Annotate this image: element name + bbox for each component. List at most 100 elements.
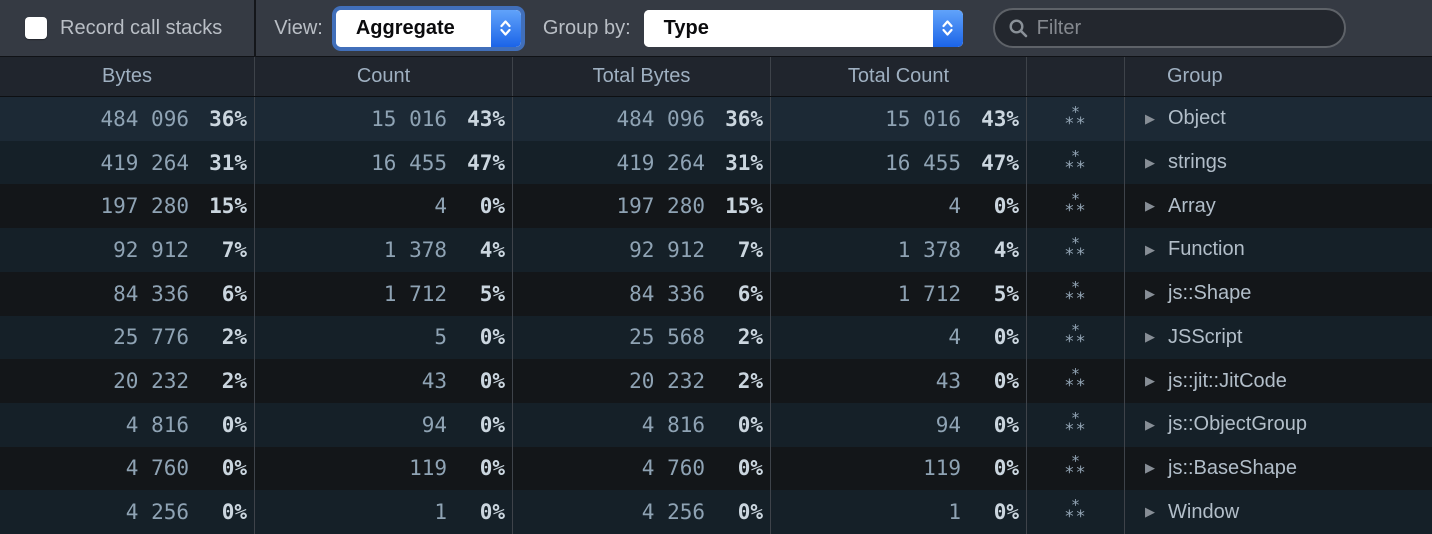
total-bytes-cell: 484 096 36% [513,97,771,141]
bytes-cell: 20 232 2% [0,359,255,403]
bytes-cell: 484 096 36% [0,97,255,141]
group-cell: ▶ Function [1145,238,1245,261]
total-bytes-cell: 419 264 31% [513,140,771,185]
bytes-cell: 25 776 2% [0,315,255,360]
bytes-cell: 4 256 0% [0,490,255,534]
column-header-icon[interactable] [1027,57,1125,96]
total-count-cell: 94 0% [771,402,1027,447]
table-row[interactable]: 20 232 2% 43 0% 20 232 2% 43 0% * ** ▶ js::j… [0,359,1432,403]
column-header-count[interactable]: Count [255,57,513,96]
up-down-chevrons-icon [490,9,521,47]
allocation-stacks-icon: * ** [1064,321,1087,353]
filter-box[interactable] [992,8,1346,48]
table-row[interactable]: 25 776 2% 5 0% 25 568 2% 4 0% * ** ▶ JSScrip… [0,315,1432,360]
toolbar-divider [254,0,257,57]
expand-arrow-icon[interactable]: ▶ [1145,198,1155,214]
total-count-cell: 15 016 43% [771,97,1027,141]
total-count-cell: 1 378 4% [771,228,1027,272]
total-bytes-cell: 92 912 7% [513,228,771,272]
icon-cell: * ** [1027,446,1125,491]
bytes-cell: 84 336 6% [0,271,255,316]
total-bytes-cell: 4 760 0% [513,446,771,491]
group-cell: ▶ js::BaseShape [1145,456,1297,479]
total-count-cell: 119 0% [771,446,1027,491]
count-cell: 94 0% [255,402,513,447]
table-row[interactable]: 4 256 0% 1 0% 4 256 0% 1 0% * ** ▶ Window [0,490,1432,534]
expand-arrow-icon[interactable]: ▶ [1145,373,1155,389]
table-row[interactable]: 419 264 31% 16 455 47% 419 264 31% 16 455 47… [0,140,1432,185]
count-cell: 1 712 5% [255,271,513,316]
allocation-stacks-icon: * ** [1064,233,1087,265]
table-row[interactable]: 92 912 7% 1 378 4% 92 912 7% 1 378 4% * ** ▶… [0,228,1432,272]
column-header-group[interactable]: Group [1167,65,1223,87]
bytes-cell: 197 280 15% [0,184,255,229]
allocation-stacks-icon: * ** [1064,365,1087,397]
total-bytes-cell: 4 816 0% [513,402,771,447]
group-cell: ▶ JSScript [1145,325,1243,348]
total-count-cell: 43 0% [771,359,1027,403]
icon-cell: * ** [1027,315,1125,360]
group-cell: ▶ js::Shape [1145,282,1252,305]
expand-arrow-icon[interactable]: ▶ [1145,110,1155,126]
column-header-total-bytes[interactable]: Total Bytes [513,57,771,96]
allocation-stacks-icon: * ** [1064,146,1087,178]
allocation-stacks-icon: * ** [1064,408,1087,440]
expand-arrow-icon[interactable]: ▶ [1145,329,1155,345]
table-row[interactable]: 484 096 36% 15 016 43% 484 096 36% 15 016 43… [0,97,1432,141]
column-header-total-count[interactable]: Total Count [771,57,1027,96]
group-cell: ▶ js::ObjectGroup [1145,413,1307,436]
icon-cell: * ** [1027,97,1125,141]
total-count-cell: 16 455 47% [771,140,1027,185]
allocation-stacks-icon: * ** [1064,190,1087,222]
expand-arrow-icon[interactable]: ▶ [1145,504,1155,520]
total-bytes-cell: 4 256 0% [513,490,771,534]
group-by-select[interactable]: Type [643,9,963,47]
group-cell: ▶ Object [1145,107,1226,130]
allocation-stacks-icon: * ** [1064,102,1087,134]
icon-cell: * ** [1027,271,1125,316]
total-bytes-cell: 197 280 15% [513,184,771,229]
count-cell: 16 455 47% [255,140,513,185]
table-row[interactable]: 4 760 0% 119 0% 4 760 0% 119 0% * ** ▶ js::B… [0,446,1432,491]
icon-cell: * ** [1027,490,1125,534]
expand-arrow-icon[interactable]: ▶ [1145,154,1155,170]
expand-arrow-icon[interactable]: ▶ [1145,241,1155,257]
record-call-stacks-checkbox[interactable] [25,17,47,39]
count-cell: 5 0% [255,315,513,360]
group-cell: ▶ Array [1145,194,1216,217]
bytes-cell: 4 760 0% [0,446,255,491]
table-row[interactable]: 197 280 15% 4 0% 197 280 15% 4 0% * ** ▶ Arr… [0,184,1432,229]
group-cell: ▶ strings [1145,151,1227,174]
group-by-select-value: Type [643,9,933,47]
table-header: Bytes Count Total Bytes Total Count Grou… [0,57,1432,97]
count-cell: 1 0% [255,490,513,534]
total-bytes-cell: 25 568 2% [513,315,771,360]
expand-arrow-icon[interactable]: ▶ [1145,416,1155,432]
group-by-label: Group by: [542,16,631,39]
count-cell: 4 0% [255,184,513,229]
record-call-stacks-label: Record call stacks [60,16,223,39]
bytes-cell: 419 264 31% [0,140,255,185]
expand-arrow-icon[interactable]: ▶ [1145,285,1155,301]
icon-cell: * ** [1027,402,1125,447]
up-down-chevrons-icon [932,9,963,47]
bytes-cell: 92 912 7% [0,228,255,272]
count-cell: 1 378 4% [255,228,513,272]
filter-input[interactable] [1036,16,1344,40]
count-cell: 119 0% [255,446,513,491]
total-count-cell: 4 0% [771,184,1027,229]
allocation-stacks-icon: * ** [1064,452,1087,484]
icon-cell: * ** [1027,184,1125,229]
total-bytes-cell: 84 336 6% [513,271,771,316]
total-count-cell: 1 712 5% [771,271,1027,316]
column-header-bytes[interactable]: Bytes [0,57,255,96]
group-cell: ▶ js::jit::JitCode [1145,369,1287,392]
group-cell: ▶ Window [1145,500,1240,523]
bytes-cell: 4 816 0% [0,402,255,447]
total-count-cell: 1 0% [771,490,1027,534]
view-select[interactable]: Aggregate [335,9,521,47]
table-row[interactable]: 84 336 6% 1 712 5% 84 336 6% 1 712 5% * ** ▶… [0,271,1432,316]
table-row[interactable]: 4 816 0% 94 0% 4 816 0% 94 0% * ** ▶ js::Obj… [0,402,1432,447]
expand-arrow-icon[interactable]: ▶ [1145,460,1155,476]
heap-tree: 484 096 36% 15 016 43% 484 096 36% 15 016 43… [0,97,1432,534]
